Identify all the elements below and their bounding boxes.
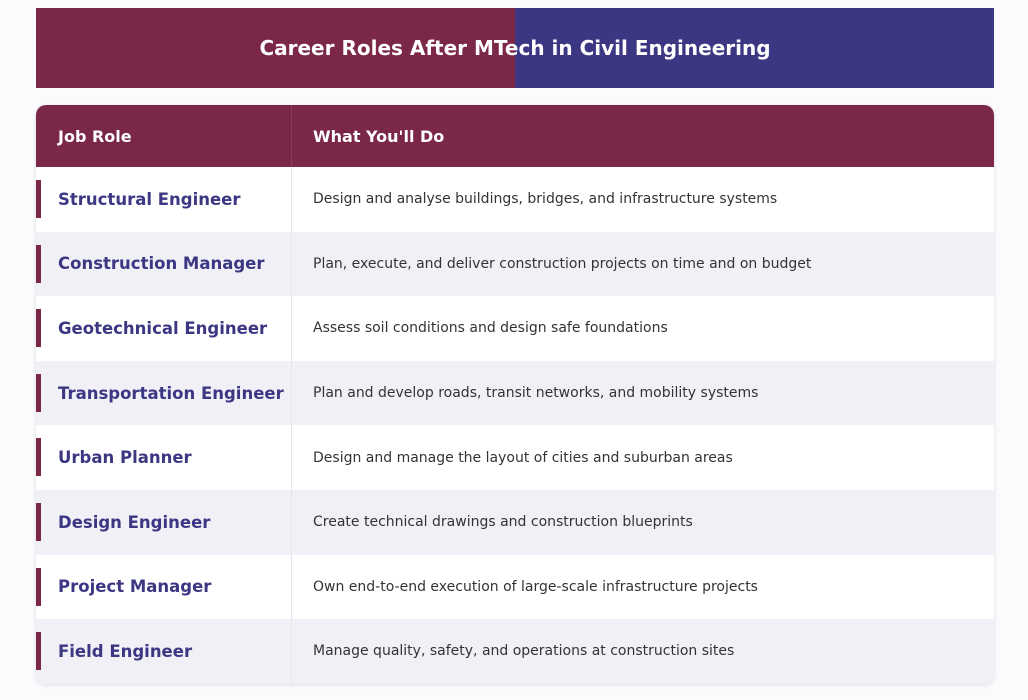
job-role: Project Manager xyxy=(58,577,212,597)
row-accent xyxy=(36,180,41,218)
row-accent xyxy=(36,373,41,412)
header-title: Career Roles After MTech in Civil Engine… xyxy=(36,8,994,88)
row-accent xyxy=(36,502,41,541)
table-row: Geotechnical Engineer Assess soil conditi… xyxy=(36,296,994,361)
table-row: Design Engineer Create technical drawings… xyxy=(36,489,994,555)
role-description: Create technical drawings and constructi… xyxy=(313,514,693,531)
role-cell: Transportation Engineer xyxy=(36,360,292,426)
row-accent xyxy=(36,632,41,671)
job-role: Design Engineer xyxy=(58,512,211,532)
role-description: Design and analyse buildings, bridges, a… xyxy=(313,191,778,208)
job-role: Urban Planner xyxy=(58,448,192,468)
table-row: Structural Engineer Design and analyse bu… xyxy=(36,167,994,232)
role-description: Plan and develop roads, transit networks… xyxy=(313,385,759,402)
role-cell: Urban Planner xyxy=(36,425,292,490)
table-row: Field Engineer Manage quality, safety, an… xyxy=(36,619,994,684)
role-description: Plan, execute, and deliver construction … xyxy=(313,255,812,272)
role-cell: Structural Engineer xyxy=(36,167,292,232)
role-description: Assess soil conditions and design safe f… xyxy=(313,320,668,337)
role-description: Design and manage the layout of cities a… xyxy=(313,449,733,466)
job-role: Structural Engineer xyxy=(58,189,241,209)
row-accent xyxy=(36,567,41,606)
job-role: Geotechnical Engineer xyxy=(58,318,268,338)
role-cell: Design Engineer xyxy=(36,489,292,555)
column-header: What You'll Do xyxy=(313,126,445,146)
job-role: Transportation Engineer xyxy=(58,383,284,403)
table-row: Project Manager Own end-to-end execution … xyxy=(36,554,994,620)
row-accent xyxy=(36,438,41,477)
role-cell: Project Manager xyxy=(36,554,292,620)
job-role: Field Engineer xyxy=(58,641,193,661)
role-cell: Geotechnical Engineer xyxy=(36,296,292,361)
job-role: Construction Manager xyxy=(58,254,265,274)
table-header: Job Role What You'll Do xyxy=(36,105,994,167)
table-row: Transportation Engineer Plan and develop … xyxy=(36,360,994,426)
role-cell: Field Engineer xyxy=(36,619,292,684)
row-accent xyxy=(36,309,41,348)
table: Job Role What You'll Do Structural Engin… xyxy=(36,105,994,684)
role-description: Manage quality, safety, and operations a… xyxy=(313,643,735,660)
role-description: Own end-to-end execution of large-scale … xyxy=(313,578,758,595)
table-row: Construction Manager Plan, execute, and d… xyxy=(36,231,994,297)
table-row: Urban Planner Design and manage the layou… xyxy=(36,425,994,490)
column-header: Job Role xyxy=(36,105,292,167)
row-accent xyxy=(36,244,41,283)
role-cell: Construction Manager xyxy=(36,231,292,297)
